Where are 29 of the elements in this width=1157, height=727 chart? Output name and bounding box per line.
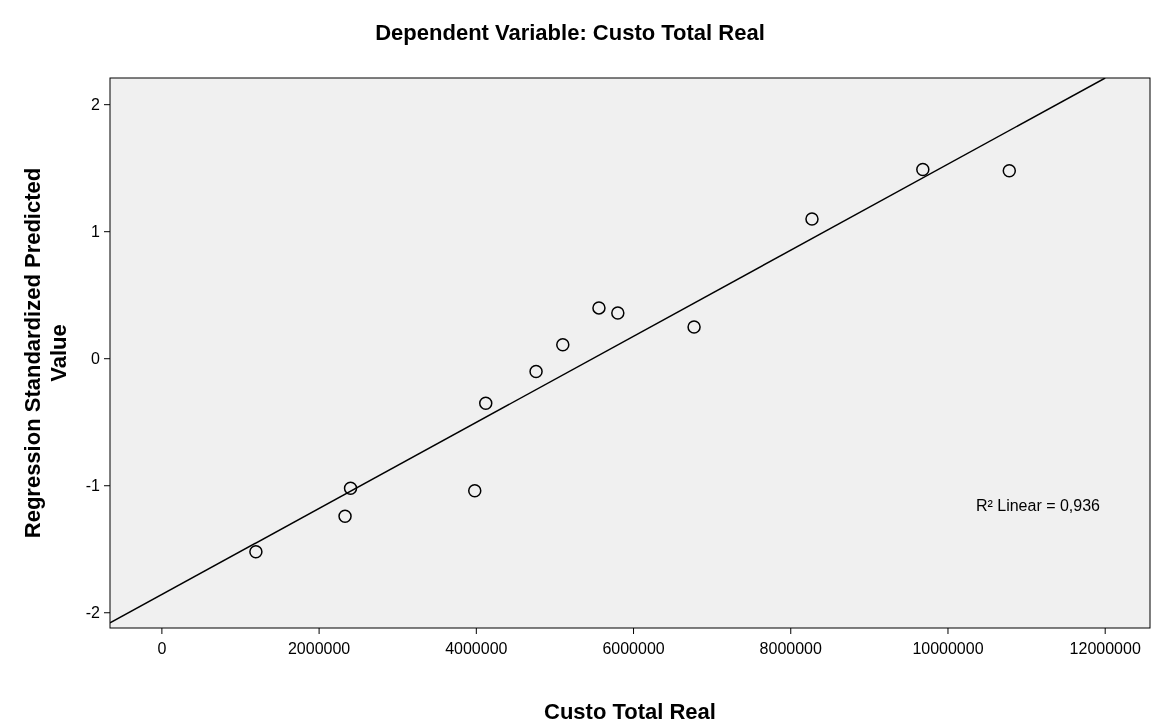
y-tick-label: -1 <box>85 477 101 495</box>
x-tick-label: 4000000 <box>445 640 508 657</box>
annotation: R² Linear = 0,936 <box>975 497 1101 515</box>
point <box>338 509 352 523</box>
point <box>611 306 625 320</box>
point <box>249 545 263 559</box>
y-axis-title: Regression Standardized Predicted Value <box>20 167 71 539</box>
y-tick-label: 1 <box>91 223 101 241</box>
x-tick-label: 10000000 <box>912 640 984 657</box>
x-tick-label: 12000000 <box>1069 640 1141 657</box>
point <box>1002 163 1017 178</box>
x-axis-title: Custo Total Real <box>544 699 716 724</box>
point <box>529 364 543 379</box>
chart-title: Dependent Variable: Custo Total Real <box>375 20 765 45</box>
point <box>556 337 570 352</box>
x-tick-label: 8000000 <box>759 640 822 657</box>
point <box>479 396 493 410</box>
point <box>687 320 701 334</box>
point <box>805 212 819 226</box>
x-tick-label: 6000000 <box>602 640 665 657</box>
point <box>468 484 482 498</box>
point <box>592 301 606 315</box>
y-tick-label: 2 <box>91 96 101 114</box>
y-tick-label: -2 <box>85 604 101 622</box>
x-tick-label: 0 <box>157 640 167 657</box>
point <box>343 481 358 496</box>
y-tick-label: 0 <box>91 350 101 368</box>
x-tick-label: 2000000 <box>287 640 351 657</box>
point <box>916 162 930 177</box>
